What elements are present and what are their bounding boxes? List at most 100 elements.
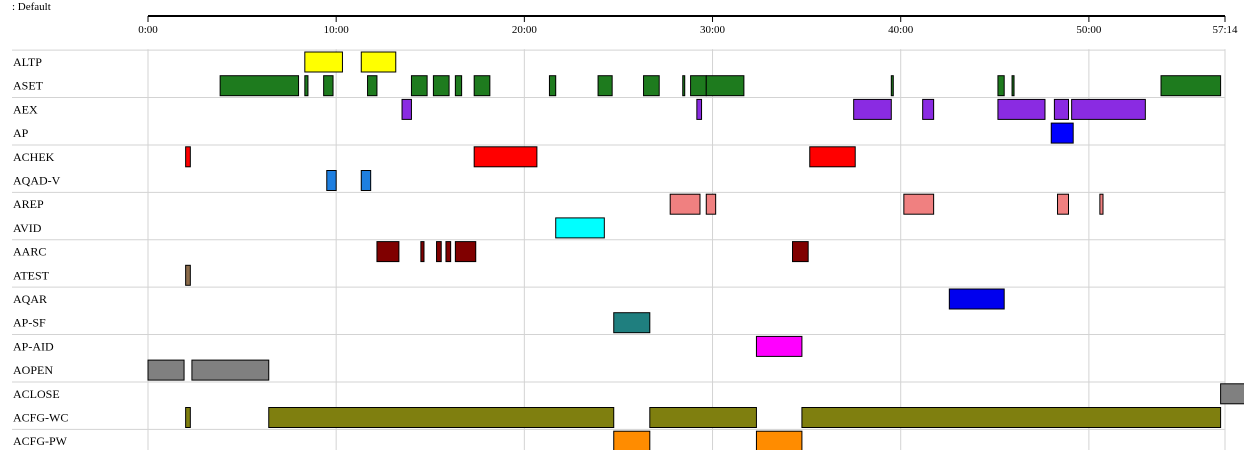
segment-bar[interactable]	[948, 288, 1005, 310]
segment-bar[interactable]	[548, 75, 557, 97]
segment-bar[interactable]	[185, 146, 191, 168]
segment-bar[interactable]	[555, 217, 605, 239]
row-aex: AEX	[13, 98, 1146, 120]
segment-bar[interactable]	[809, 146, 856, 168]
row-label: AOPEN	[13, 363, 53, 377]
row-label: ACFG-WC	[13, 411, 68, 425]
row-label: ACHEK	[13, 150, 55, 164]
segment-bar[interactable]	[1011, 75, 1015, 97]
segment-bar[interactable]	[597, 75, 613, 97]
segment-bar[interactable]	[613, 312, 651, 334]
row-ap-sf: AP-SF	[13, 312, 651, 334]
segment-bar[interactable]	[903, 193, 935, 215]
segment-bar[interactable]	[649, 407, 757, 428]
row-ap-aid: AP-AID	[13, 335, 803, 357]
segment-bar[interactable]	[1220, 383, 1244, 405]
segment-bar[interactable]	[1057, 193, 1069, 215]
row-aset: ASET	[13, 75, 1222, 97]
row-label: AQAR	[13, 292, 47, 306]
segment-bar[interactable]	[997, 98, 1046, 120]
segment-bar[interactable]	[436, 241, 442, 263]
segment-bar[interactable]	[1071, 98, 1146, 120]
segment-bar[interactable]	[853, 98, 892, 120]
row-aclose: ACLOSE	[13, 383, 1244, 405]
row-label: ACLOSE	[13, 387, 60, 401]
segment-bar[interactable]	[304, 51, 343, 73]
timeline-rows: ALTP ASET AEX AP ACHEK AQAD-V AREP AVID AARC ATES…	[13, 51, 1244, 450]
row-label: AREP	[13, 197, 44, 211]
segment-bar[interactable]	[755, 335, 803, 357]
grid-lines	[12, 49, 1226, 450]
segment-bar[interactable]	[410, 75, 428, 97]
row-arep: AREP	[13, 193, 1104, 215]
row-altp: ALTP	[13, 51, 397, 73]
segment-bar[interactable]	[669, 193, 701, 215]
row-label: AQAD-V	[13, 174, 61, 188]
time-axis: 0:00 10:00 20:00 30:00 40:00 50:00 57:14	[138, 15, 1238, 36]
row-label: ATEST	[13, 268, 50, 282]
row-aopen: AOPEN	[13, 359, 270, 381]
segment-bar[interactable]	[473, 75, 491, 97]
segment-bar[interactable]	[801, 407, 1222, 428]
segment-bar[interactable]	[454, 75, 463, 97]
segment-bar[interactable]	[454, 241, 477, 263]
axis-tick-label: 0:00	[138, 24, 158, 36]
axis-tick-label: 20:00	[512, 24, 538, 36]
axis-tick-label: 50:00	[1076, 24, 1102, 36]
axis-tick-label: 30:00	[700, 24, 726, 36]
segment-bar[interactable]	[432, 75, 450, 97]
segment-bar[interactable]	[367, 75, 378, 97]
axis-tick-label: 57:14	[1212, 24, 1238, 36]
segment-bar[interactable]	[323, 75, 334, 97]
segment-bar[interactable]	[613, 430, 651, 450]
segment-bar[interactable]	[705, 75, 745, 97]
segment-bar[interactable]	[890, 75, 894, 97]
row-acfg-pw: ACFG-PW	[13, 430, 803, 450]
segment-bar[interactable]	[420, 241, 425, 263]
segment-bar[interactable]	[1050, 122, 1074, 144]
segment-bar[interactable]	[696, 98, 703, 120]
segment-bar[interactable]	[690, 75, 707, 97]
segment-bar[interactable]	[326, 170, 337, 191]
row-acfg-wc: ACFG-WC	[13, 407, 1222, 428]
segment-bar[interactable]	[219, 75, 300, 97]
row-achek: ACHEK	[13, 146, 856, 168]
row-label: ALTP	[13, 55, 42, 69]
segment-bar[interactable]	[185, 407, 191, 428]
segment-bar[interactable]	[376, 241, 400, 263]
row-label: AP-SF	[13, 316, 46, 330]
segment-bar[interactable]	[1160, 75, 1222, 97]
axis-tick-label: 40:00	[888, 24, 914, 36]
segment-bar[interactable]	[445, 241, 452, 263]
segment-bar[interactable]	[304, 75, 309, 97]
row-label: ACFG-PW	[13, 434, 68, 448]
segment-bar[interactable]	[1099, 193, 1104, 215]
segment-bar[interactable]	[1053, 98, 1069, 120]
segment-bar[interactable]	[268, 407, 615, 428]
segment-bar[interactable]	[755, 430, 803, 450]
row-label: AP-AID	[13, 339, 54, 353]
row-aqad-v: AQAD-V	[13, 170, 372, 191]
row-label: ASET	[13, 79, 44, 93]
row-aarc: AARC	[13, 241, 809, 263]
segment-bar[interactable]	[997, 75, 1005, 97]
row-label: AVID	[13, 221, 42, 235]
chart-caption: : Default	[12, 1, 51, 13]
segment-bar[interactable]	[185, 264, 191, 286]
segment-bar[interactable]	[191, 359, 270, 381]
segment-bar[interactable]	[643, 75, 660, 97]
segment-bar[interactable]	[147, 359, 185, 381]
row-label: AARC	[13, 245, 46, 259]
segment-bar[interactable]	[705, 193, 717, 215]
segment-bar[interactable]	[682, 75, 686, 97]
segment-bar[interactable]	[360, 170, 372, 191]
segment-bar[interactable]	[922, 98, 935, 120]
segment-bar[interactable]	[792, 241, 809, 263]
segment-bar[interactable]	[360, 51, 397, 73]
row-ap: AP	[13, 122, 1074, 144]
row-label: AEX	[13, 102, 38, 116]
segment-bar[interactable]	[473, 146, 538, 168]
segment-bar[interactable]	[401, 98, 412, 120]
row-label: AP	[13, 126, 29, 140]
